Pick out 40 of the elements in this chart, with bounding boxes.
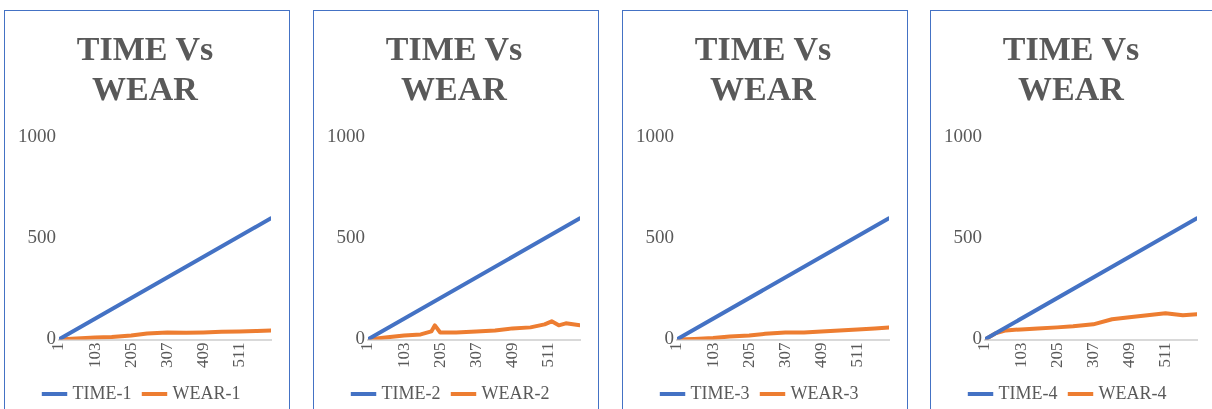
chart-title: TIME Vs WEAR (384, 29, 524, 109)
x-tick-label: 511 (228, 342, 248, 368)
legend-label: WEAR-1 (172, 382, 241, 403)
x-tick-label: 307 (465, 342, 485, 368)
x-tick-label: 511 (537, 342, 557, 368)
x-tick-label: 103 (84, 342, 104, 368)
chart-title: TIME Vs WEAR (1001, 29, 1141, 109)
x-tick-label: 511 (846, 342, 866, 368)
y-tick-label: 1000 (18, 125, 56, 147)
legend-label: TIME-4 (998, 382, 1058, 403)
y-tick-label: 500 (336, 226, 365, 248)
y-tick-label: 1000 (636, 125, 674, 147)
legend-label: TIME-1 (72, 382, 132, 403)
y-tick-label: 500 (645, 226, 674, 248)
x-tick-label: 409 (1118, 342, 1138, 368)
x-tick-label: 103 (702, 342, 722, 368)
x-tick-label: 409 (192, 342, 212, 368)
legend-label: WEAR-2 (481, 382, 550, 403)
x-tick-label: 103 (1010, 342, 1030, 368)
legend-label: WEAR-3 (790, 382, 859, 403)
y-tick-label: 1000 (327, 125, 365, 147)
x-tick-label: 205 (738, 342, 758, 368)
x-tick-label: 409 (810, 342, 830, 368)
chart-title: TIME Vs WEAR (75, 29, 215, 109)
x-tick-label: 205 (120, 342, 140, 368)
x-tick-label: 307 (1082, 342, 1102, 368)
x-tick-label: 307 (774, 342, 794, 368)
x-tick-label: 511 (1154, 342, 1174, 368)
legend-label: TIME-3 (690, 382, 750, 403)
x-tick-label: 307 (156, 342, 176, 368)
y-tick-label: 1000 (944, 125, 982, 147)
x-tick-label: 205 (429, 342, 449, 368)
chart-title: TIME Vs WEAR (693, 29, 833, 109)
x-tick-label: 409 (501, 342, 521, 368)
x-tick-label: 205 (1046, 342, 1066, 368)
legend-label: WEAR-4 (1098, 382, 1167, 403)
y-tick-label: 500 (953, 226, 982, 248)
x-tick-label: 103 (393, 342, 413, 368)
y-tick-label: 500 (27, 226, 56, 248)
legend-label: TIME-2 (381, 382, 441, 403)
